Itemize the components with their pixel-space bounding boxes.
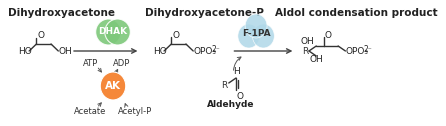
Text: O: O [237,92,244,101]
Text: AK: AK [105,81,121,91]
Text: Acetate: Acetate [74,107,107,117]
Text: 2⁻: 2⁻ [363,44,372,54]
Text: OH: OH [300,37,314,45]
Circle shape [100,72,126,100]
Text: O: O [324,30,331,39]
Text: H: H [233,67,240,76]
Text: ATP: ATP [83,59,98,69]
Text: O: O [172,30,179,39]
Circle shape [245,14,267,38]
Text: O: O [37,32,44,40]
Text: R: R [221,82,227,90]
Text: DHAK: DHAK [99,27,128,37]
Text: OPO₃: OPO₃ [345,48,368,56]
Circle shape [238,24,260,48]
Text: OH: OH [310,55,323,64]
Text: F-1PA: F-1PA [242,28,270,38]
Text: HO: HO [153,48,167,56]
Text: Dihydroxyacetone-P: Dihydroxyacetone-P [145,8,264,18]
Text: ADP: ADP [113,59,131,69]
Text: R: R [301,48,308,56]
Ellipse shape [105,19,130,45]
Text: Aldol condensation product: Aldol condensation product [275,8,438,18]
Text: OPO₃: OPO₃ [193,48,216,56]
Text: 2⁻: 2⁻ [211,44,220,54]
Text: Aldehyde: Aldehyde [207,100,254,109]
Text: OH: OH [58,48,72,56]
Text: HO: HO [18,48,32,56]
Text: Dihydroxyacetone: Dihydroxyacetone [8,8,116,18]
Circle shape [252,24,274,48]
Text: Acetyl-P: Acetyl-P [118,107,152,117]
Ellipse shape [96,19,121,45]
